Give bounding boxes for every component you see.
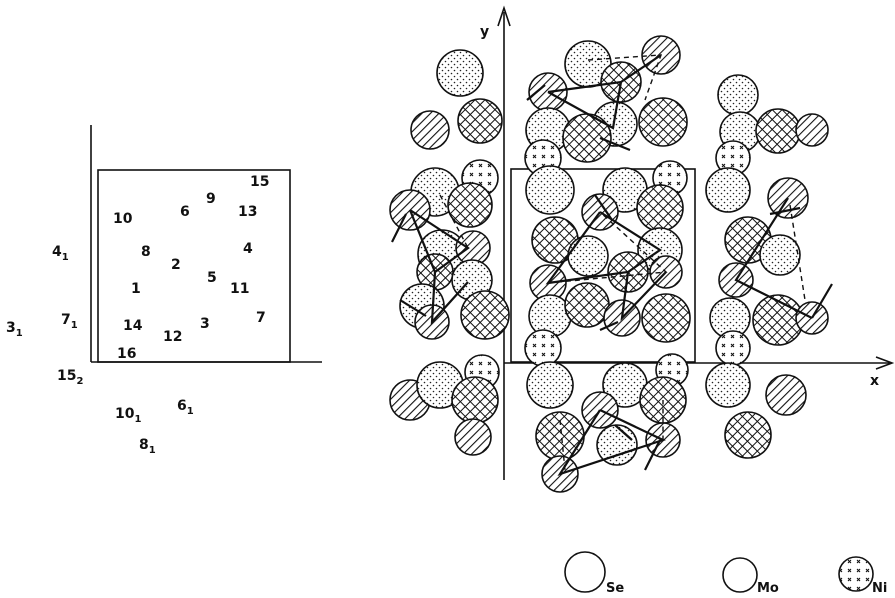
atom-label-7: 7 xyxy=(256,310,266,326)
se-atom xyxy=(705,362,751,408)
atom-label-9: 9 xyxy=(206,191,216,207)
mo-atom xyxy=(410,110,450,150)
atom-label-11: 11 xyxy=(230,281,249,297)
atom-label-10: 10 xyxy=(113,211,133,227)
se-legend-circle xyxy=(564,551,606,593)
atom-label-4: 4 xyxy=(243,241,253,257)
se-atom xyxy=(567,235,609,277)
dashed-bond xyxy=(559,400,664,475)
ni-site-atom xyxy=(715,330,751,366)
atom-label-10-1: 101 xyxy=(115,406,141,425)
ni-site-atom xyxy=(524,329,562,367)
bond-line xyxy=(620,54,662,83)
ni-atom xyxy=(535,411,585,461)
bond-line xyxy=(430,271,469,326)
legend-label-ni: Ni xyxy=(872,581,887,596)
bond-line xyxy=(594,194,613,221)
left-unit-cell xyxy=(97,169,291,363)
atom-label-3: 3 xyxy=(200,316,210,332)
legend-item-se: Se xyxy=(564,551,624,596)
bond-line xyxy=(526,84,546,101)
atom-group-middle-right xyxy=(705,167,833,366)
legend-item-mo: Mo xyxy=(722,557,779,596)
bond-line xyxy=(399,299,427,317)
bond-line xyxy=(620,271,667,322)
atom-group-center xyxy=(524,160,691,367)
x-axis-arrow xyxy=(875,356,895,370)
se-atom xyxy=(717,74,759,116)
atom-label-6-1: 61 xyxy=(177,398,194,417)
atom-group-middle-left xyxy=(389,159,510,340)
atom-label-5: 5 xyxy=(207,270,217,286)
left-panel: 15 9 6 13 10 4 8 2 5 11 1 7 14 12 3 16 4… xyxy=(6,125,322,456)
atom-label-8-1: 81 xyxy=(139,437,156,456)
ni-atom xyxy=(755,108,801,154)
y-axis-label: y xyxy=(480,24,489,40)
right-unit-cell xyxy=(510,168,696,363)
bond-line xyxy=(734,197,813,319)
ni-atom xyxy=(638,97,688,147)
ni-atom xyxy=(562,113,612,163)
dashed-bond xyxy=(439,194,469,249)
x-axis-label: x xyxy=(870,373,879,389)
atom-label-15: 15 xyxy=(250,174,269,190)
mo-legend-circle xyxy=(722,557,758,593)
right-panel: y x xyxy=(389,5,895,493)
dashed-bond xyxy=(789,204,806,301)
se-atom xyxy=(436,49,484,97)
se-atom xyxy=(705,167,751,213)
atom-label-8: 8 xyxy=(141,244,151,260)
atom-label-4-1: 41 xyxy=(52,244,69,263)
bond-line xyxy=(769,206,801,216)
legend: Se Mo Ni xyxy=(564,551,887,596)
se-atom xyxy=(526,361,574,409)
atom-label-6: 6 xyxy=(180,204,190,220)
bond-line xyxy=(408,209,470,274)
atom-group-bottom xyxy=(389,353,807,493)
se-atom xyxy=(759,234,801,276)
legend-label-mo: Mo xyxy=(757,581,779,596)
atom-label-16: 16 xyxy=(117,346,136,362)
ni-atom xyxy=(636,184,684,232)
bond-line xyxy=(644,439,661,471)
y-axis-arrow xyxy=(497,5,511,27)
ni-atom xyxy=(564,282,610,328)
atom-label-12: 12 xyxy=(163,329,182,345)
mo-atom xyxy=(795,113,829,147)
ni-atom xyxy=(724,411,772,459)
atom-label-13: 13 xyxy=(238,204,257,220)
bond-line xyxy=(614,424,633,441)
mo-atom xyxy=(765,374,807,416)
ni-atom xyxy=(451,376,499,424)
dashed-bond xyxy=(587,54,663,101)
mo-atom xyxy=(454,418,492,456)
legend-item-ni: Ni xyxy=(838,556,887,596)
bond-line xyxy=(599,320,619,332)
ni-legend-circle xyxy=(838,556,874,592)
bond-line xyxy=(811,283,833,319)
ni-atom xyxy=(460,290,510,340)
atom-label-1: 1 xyxy=(131,281,141,297)
bond-line xyxy=(547,80,623,130)
se-atom xyxy=(525,165,575,215)
atom-label-3-1: 31 xyxy=(6,320,23,339)
legend-label-se: Se xyxy=(606,581,624,596)
ni-atom xyxy=(457,98,503,144)
bond-line xyxy=(599,136,631,152)
atom-group-top xyxy=(410,35,829,177)
atom-label-7-1: 71 xyxy=(61,312,78,331)
ni-atom xyxy=(447,182,493,228)
dashed-bond xyxy=(547,211,668,284)
ni-atom xyxy=(641,293,691,343)
atom-label-14: 14 xyxy=(123,318,143,334)
atom-label-2: 2 xyxy=(171,257,181,273)
bond-line xyxy=(391,213,407,243)
atom-label-15-2: 152 xyxy=(57,368,83,387)
